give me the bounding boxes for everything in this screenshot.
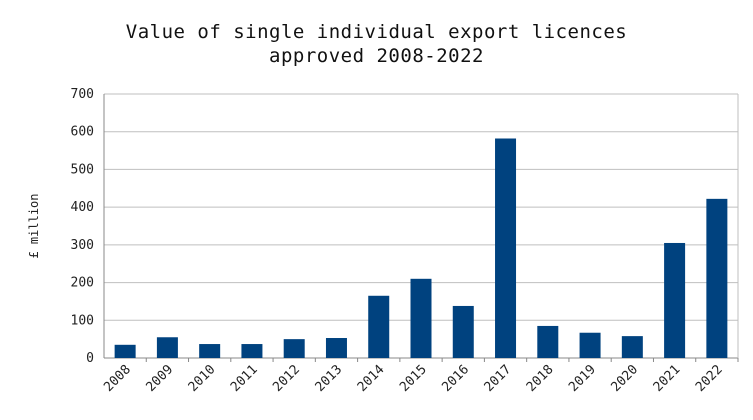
y-tick-label: 300 xyxy=(71,238,94,253)
y-tick-label: 0 xyxy=(86,351,94,366)
y-tick-label: 500 xyxy=(71,162,94,177)
x-tick-label-2016: 2016 xyxy=(439,362,472,395)
bar-2010 xyxy=(199,344,221,358)
bar-2009 xyxy=(156,337,178,358)
y-tick-label: 100 xyxy=(71,313,94,328)
bar-2018 xyxy=(537,325,559,358)
chart-title-line-2: approved 2008-2022 xyxy=(269,45,484,67)
x-tick-label-2013: 2013 xyxy=(313,362,346,395)
x-tick-label-2011: 2011 xyxy=(228,362,261,395)
x-tick-label-2012: 2012 xyxy=(270,362,303,395)
bar-2016 xyxy=(452,305,474,358)
bar-2008 xyxy=(114,344,136,358)
x-tick-label-2008: 2008 xyxy=(101,362,134,395)
x-tick-label-2017: 2017 xyxy=(482,362,515,395)
bar-2012 xyxy=(283,339,305,358)
bar-2014 xyxy=(368,295,390,358)
x-tick-label-2022: 2022 xyxy=(693,362,726,395)
bar-2021 xyxy=(664,242,686,358)
y-tick-label: 700 xyxy=(71,87,94,102)
bar-2019 xyxy=(579,332,601,358)
x-tick-label-2014: 2014 xyxy=(355,362,388,395)
x-tick-label-2021: 2021 xyxy=(651,362,684,395)
bar-2011 xyxy=(241,344,263,358)
x-tick-label-2009: 2009 xyxy=(143,362,176,395)
y-tick-label: 200 xyxy=(71,276,94,291)
y-tick-label: 600 xyxy=(71,125,94,140)
bar-2017 xyxy=(495,138,517,358)
x-tick-label-2019: 2019 xyxy=(566,362,599,395)
chart-title: Value of single individual export licenc… xyxy=(0,20,753,68)
x-tick-label-2015: 2015 xyxy=(397,362,430,395)
bar-2013 xyxy=(325,338,347,358)
y-tick-label: 400 xyxy=(71,200,94,215)
y-axis-title: £ million xyxy=(27,193,41,258)
x-tick-label-2010: 2010 xyxy=(186,362,219,395)
x-tick-label-2018: 2018 xyxy=(524,362,557,395)
bar-2022 xyxy=(706,198,728,358)
x-tick-label-2020: 2020 xyxy=(608,362,641,395)
bar-2020 xyxy=(621,336,643,358)
bar-2015 xyxy=(410,278,432,358)
chart-title-line-1: Value of single individual export licenc… xyxy=(125,21,628,43)
